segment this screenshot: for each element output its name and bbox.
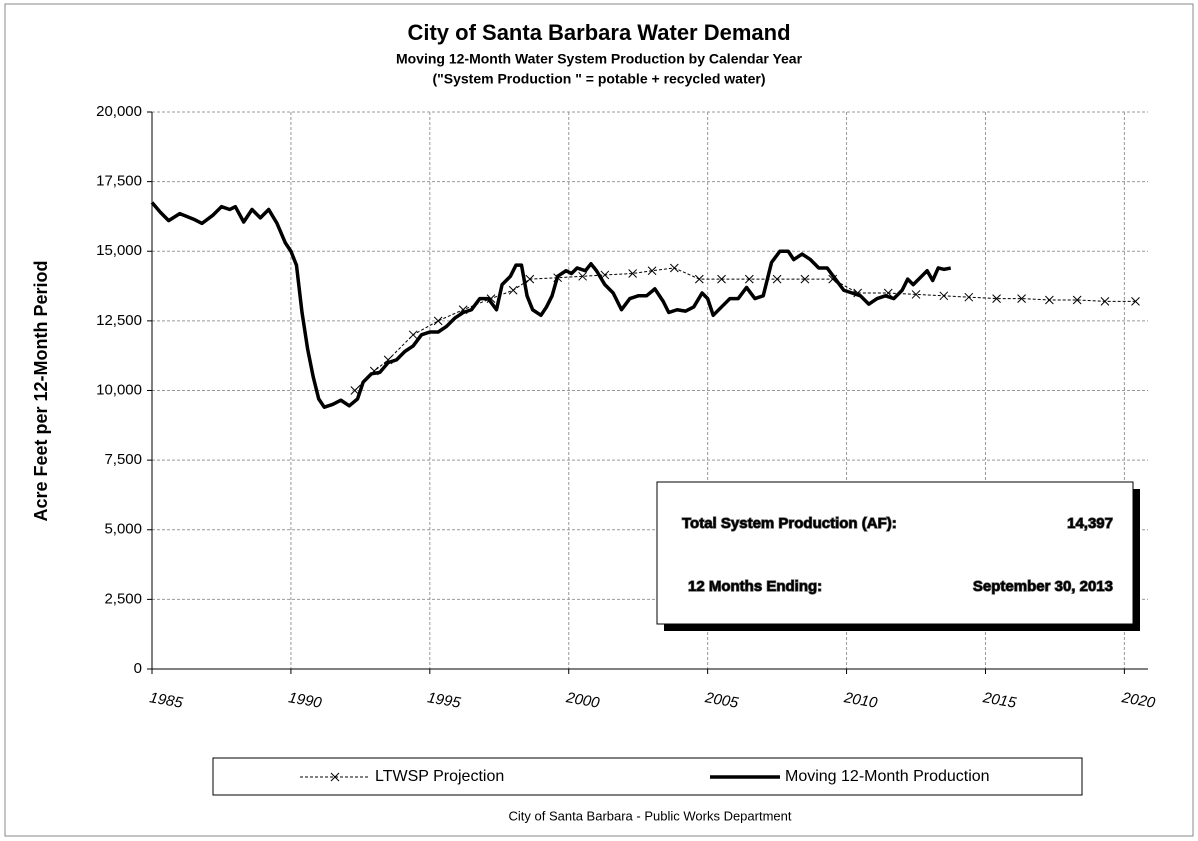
marker: [1045, 295, 1054, 305]
y-tick-label: 5,000: [104, 521, 142, 538]
marker: [647, 266, 657, 276]
y-tick-label: 12,500: [96, 312, 142, 329]
marker: [800, 274, 810, 284]
y-tick-label: 0: [134, 660, 142, 677]
marker: [508, 285, 518, 295]
marker: [694, 274, 704, 284]
marker: [525, 274, 535, 284]
marker: [1072, 295, 1082, 305]
marker: [964, 292, 974, 302]
x-tick-label: 1995: [426, 689, 462, 712]
marker: [992, 294, 1001, 303]
marker: [669, 263, 679, 273]
y-tick-label: 20,000: [96, 103, 142, 120]
marker: [717, 274, 726, 284]
y-tick-label: 17,500: [96, 173, 142, 190]
x-tick-label: 2010: [842, 689, 879, 712]
x-tick-label: 2005: [703, 689, 740, 712]
legend-label: Moving 12-Month Production: [785, 768, 990, 785]
info-label: Total System Production (AF):: [682, 515, 897, 532]
x-tick-label: 1990: [287, 689, 323, 712]
x-tick-label: 2000: [564, 689, 601, 712]
marker: [408, 330, 418, 340]
chart-subtitle: ("System Production " = potable + recycl…: [432, 71, 765, 87]
legend-label: LTWSP Projection: [375, 768, 504, 785]
marker: [433, 316, 443, 326]
marker: [628, 269, 637, 278]
marker: [911, 290, 921, 299]
info-value: September 30, 2013: [973, 578, 1113, 595]
footer: City of Santa Barbara - Public Works Dep…: [509, 808, 792, 823]
marker: [578, 271, 587, 281]
x-tick-label: 2020: [1120, 689, 1157, 712]
line-series: [150, 201, 952, 409]
marker: [1131, 297, 1140, 306]
line-series: [354, 267, 1136, 391]
chart-frame: [4, 3, 1194, 837]
x-tick-label: 2015: [981, 689, 1018, 712]
legend-marker: [330, 772, 340, 782]
marker: [939, 291, 949, 301]
y-tick-label: 15,000: [96, 242, 142, 259]
marker: [1017, 294, 1026, 303]
marker: [772, 274, 782, 284]
info-box: [656, 481, 1134, 625]
chart-title: City of Santa Barbara Water Demand: [407, 20, 790, 45]
info-label: 12 Months Ending:: [688, 578, 822, 595]
marker: [744, 274, 754, 284]
y-tick-label: 7,500: [104, 451, 142, 468]
info-value: 14,397: [1067, 515, 1113, 532]
y-tick-label: 2,500: [104, 590, 142, 607]
x-tick-label: 1985: [148, 689, 184, 712]
marker: [350, 386, 360, 395]
marker: [1100, 297, 1110, 306]
chart-subtitle: Moving 12-Month Water System Production …: [396, 51, 803, 67]
y-axis-label: Acre Feet per 12-Month Period: [31, 260, 51, 521]
y-tick-label: 10,000: [96, 381, 142, 398]
